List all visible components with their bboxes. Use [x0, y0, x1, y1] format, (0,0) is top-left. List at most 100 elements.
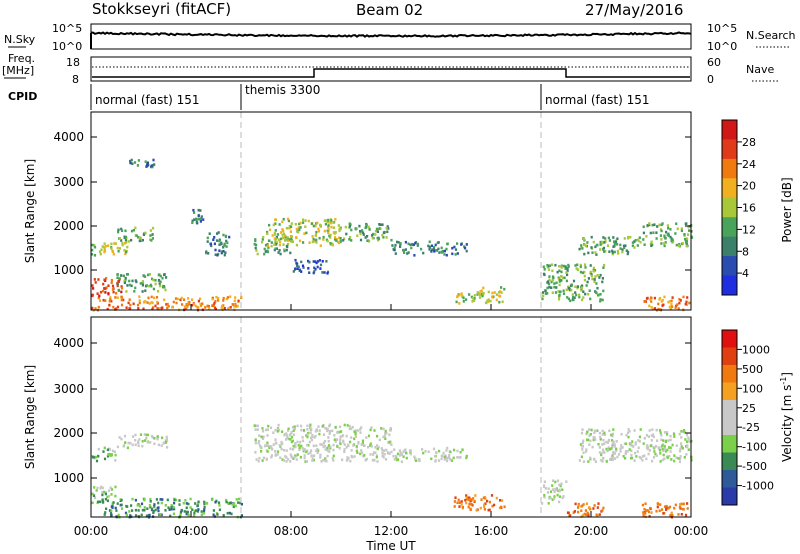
power-cell — [276, 233, 280, 236]
power-cell — [572, 298, 575, 302]
velocity-cell — [361, 441, 364, 444]
power-cell — [553, 282, 556, 285]
power-cell — [659, 234, 662, 237]
velocity-cell — [324, 457, 327, 460]
velocity-cell — [128, 510, 131, 513]
velocity-cell — [580, 431, 584, 435]
power-cell — [91, 284, 94, 287]
power-cell — [680, 229, 683, 233]
velocity-cell — [664, 439, 668, 443]
power-cell — [611, 251, 614, 254]
power-cell — [359, 238, 363, 242]
power-cell — [268, 223, 271, 227]
power-cell — [627, 250, 630, 254]
velocity-cell — [341, 458, 344, 462]
velocity-cell — [318, 429, 321, 432]
power-cell — [386, 230, 389, 234]
velocity-cell — [608, 429, 611, 433]
power-cell — [181, 303, 184, 306]
velocity-cell — [343, 423, 346, 427]
power-cell — [648, 223, 651, 227]
velocity-cell — [106, 499, 109, 503]
velocity-cell — [310, 454, 313, 457]
power-cell — [183, 305, 186, 308]
velocity-cell — [630, 449, 633, 453]
velocity-cell — [601, 509, 604, 512]
velocity-cell — [336, 438, 339, 441]
power-cell — [197, 306, 200, 309]
power-cell — [137, 235, 140, 239]
power-cell — [319, 224, 322, 227]
power-cell — [633, 246, 636, 249]
power-cell — [566, 273, 569, 277]
velocity-cell — [315, 449, 318, 453]
power-cell — [599, 248, 602, 251]
power-cell — [195, 220, 198, 224]
velocity-cell — [343, 448, 346, 451]
velocity-cell — [646, 444, 649, 447]
power-cell — [573, 296, 576, 299]
velocity-cell — [679, 507, 682, 510]
velocity-cell — [270, 455, 273, 459]
velocity-cell — [375, 444, 379, 447]
power-cell — [101, 245, 104, 248]
velocity-cell — [402, 455, 405, 458]
velocity-cell — [592, 507, 595, 510]
power-cell — [103, 287, 106, 290]
power-cell — [281, 233, 284, 237]
station-title: Stokkseyri (fitACF) — [92, 0, 231, 18]
velocity-cell — [371, 458, 374, 462]
power-cell — [445, 247, 448, 251]
power-cell — [213, 301, 216, 305]
power-cell — [263, 252, 266, 256]
velocity-cell — [318, 432, 321, 436]
velocity-cell — [432, 447, 436, 451]
velocity-cell — [675, 456, 678, 459]
power-cell — [215, 239, 219, 242]
velocity-cell — [269, 445, 272, 448]
power-cell — [660, 223, 663, 227]
power-cell — [126, 273, 129, 276]
velocity-cell — [184, 499, 187, 502]
power-cell — [298, 222, 301, 226]
power-cell — [664, 236, 667, 240]
power-cell — [548, 278, 551, 282]
velocity-cell — [601, 460, 604, 463]
power-cell — [585, 284, 588, 287]
velocity-cell — [295, 458, 298, 461]
power-cell — [221, 304, 224, 308]
velocity-cell — [686, 502, 689, 505]
power-cell — [300, 260, 303, 264]
velocity-cell — [156, 437, 159, 441]
velocity-cell — [638, 435, 641, 439]
velocity-cell — [302, 449, 305, 453]
velocity-cell — [138, 438, 141, 441]
velocity-cell — [607, 439, 610, 442]
velocity-cell — [166, 446, 169, 449]
power-cell — [603, 250, 606, 253]
velocity-cell — [547, 502, 550, 505]
velocity-cell — [342, 439, 345, 443]
velocity-cell — [202, 512, 205, 515]
velocity-cell — [186, 510, 189, 514]
power-cbar-swatch — [722, 256, 737, 276]
power-cell — [329, 242, 332, 245]
velocity-cell — [169, 514, 172, 518]
velocity-cell — [233, 502, 236, 505]
power-ytick-4000: 4000 — [53, 130, 84, 144]
power-cell — [199, 297, 202, 301]
velocity-cell — [274, 454, 277, 457]
velocity-cell — [300, 428, 303, 432]
power-cell — [454, 253, 457, 256]
velocity-cell — [560, 482, 563, 486]
power-cell — [565, 271, 568, 274]
velocity-cell — [603, 433, 606, 436]
velocity-cell — [388, 452, 391, 455]
velocity-cell — [619, 447, 622, 450]
velocity-cell — [103, 446, 106, 450]
velocity-cell — [637, 439, 640, 442]
power-cell — [94, 307, 97, 310]
power-cell — [574, 264, 577, 267]
power-cell — [315, 261, 318, 265]
